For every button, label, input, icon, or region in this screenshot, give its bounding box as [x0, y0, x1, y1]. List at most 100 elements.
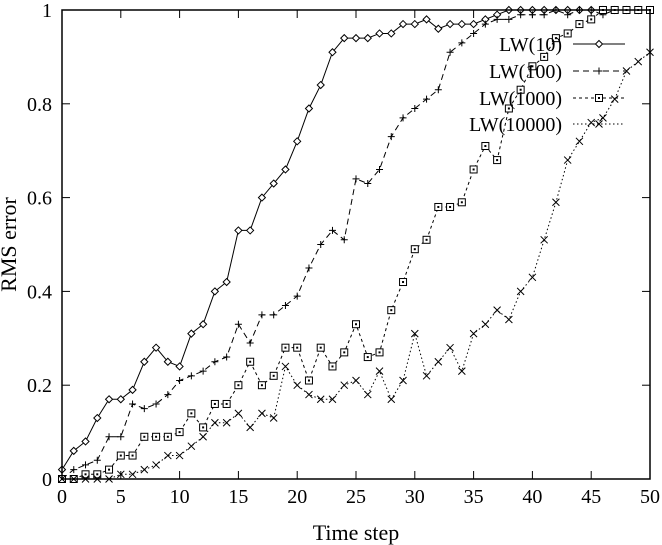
data-point-cross	[222, 418, 231, 427]
data-point-diamond	[222, 277, 231, 287]
data-point-cross	[434, 357, 443, 366]
data-point-cross	[469, 329, 478, 338]
data-point-plus	[199, 367, 207, 375]
data-point-square-dot	[566, 32, 569, 35]
data-point-cross	[340, 381, 349, 390]
data-point-cross	[422, 371, 431, 380]
data-point-square-dot	[213, 402, 216, 405]
data-point-diamond	[140, 357, 149, 366]
legend-label: LW(1000)	[479, 88, 562, 110]
data-point-plus	[470, 29, 478, 37]
data-point-plus	[458, 39, 466, 47]
ticks-layer: 0 5 10 15 20 25 30 35 40 45 50 0 0.2 0.4 0.6 0.8 1	[27, 0, 660, 508]
data-point-cross	[610, 95, 619, 103]
data-point-diamond	[445, 19, 455, 29]
data-point-cross	[516, 287, 525, 296]
data-point-plus	[434, 86, 442, 94]
x-tick-label: 40	[522, 486, 542, 508]
legend-label: LW(10000)	[469, 114, 562, 136]
data-point-square-dot	[155, 435, 158, 438]
data-point-diamond	[375, 29, 384, 38]
data-point-diamond	[93, 413, 102, 423]
series-1	[57, 5, 655, 474]
data-point-diamond	[163, 357, 173, 366]
data-point-diamond	[281, 165, 290, 174]
series-line	[62, 51, 651, 480]
data-point-diamond	[116, 395, 126, 404]
plot-frame	[61, 9, 651, 480]
data-point-plus	[399, 114, 407, 122]
data-point-cross	[128, 470, 137, 479]
data-point-cross	[258, 409, 266, 418]
data-point-plus	[223, 353, 231, 361]
data-point-cross	[622, 67, 631, 75]
data-point-diamond	[351, 33, 361, 43]
data-point-diamond	[340, 33, 349, 43]
data-point-square-dot	[460, 201, 463, 204]
data-point-plus	[352, 175, 360, 183]
data-point-square-dot	[119, 454, 122, 457]
data-point-cross	[505, 315, 513, 324]
data-point-cross	[363, 390, 372, 399]
data-point-diamond	[422, 15, 431, 24]
data-point-plus	[411, 104, 419, 112]
data-point-cross	[175, 451, 184, 460]
x-tick-label: 5	[116, 486, 126, 508]
y-tick-label: 0	[42, 469, 52, 491]
data-point-plus	[270, 311, 278, 319]
data-point-plus	[176, 377, 184, 385]
data-point-diamond	[457, 19, 467, 29]
data-point-diamond	[175, 362, 184, 371]
data-point-cross	[599, 114, 607, 122]
data-point-plus	[70, 466, 78, 474]
data-point-diamond	[81, 437, 90, 446]
data-point-square-dot	[531, 65, 534, 68]
data-point-cross	[305, 390, 313, 399]
data-point-plus	[364, 180, 372, 188]
data-point-square-dot	[237, 384, 240, 387]
data-point-plus	[595, 67, 603, 75]
data-point-plus	[528, 11, 536, 19]
data-point-cross	[634, 57, 643, 66]
data-point-cross	[163, 451, 172, 460]
data-point-cross	[528, 273, 537, 282]
x-tick-label: 35	[464, 486, 484, 508]
y-tick-label: 0.8	[27, 94, 52, 116]
x-axis-label: Time step	[313, 520, 400, 545]
data-point-square-dot	[413, 248, 416, 251]
data-point-plus	[387, 133, 395, 141]
series-layer	[57, 5, 655, 483]
data-point-cross	[481, 320, 490, 329]
data-point-cross	[281, 362, 290, 371]
data-point-diamond	[210, 287, 220, 296]
data-point-diamond	[398, 19, 408, 29]
data-point-cross	[152, 461, 160, 469]
data-point-plus	[317, 241, 325, 248]
data-point-plus	[187, 372, 195, 380]
data-point-plus	[481, 20, 489, 28]
data-point-plus	[423, 95, 431, 103]
data-point-square-dot	[331, 365, 334, 368]
data-point-cross	[269, 414, 278, 422]
x-tick-label: 45	[581, 486, 601, 508]
data-point-square-dot	[131, 454, 134, 457]
data-point-square-dot	[108, 468, 111, 471]
data-point-plus	[517, 11, 525, 19]
data-point-diamond	[187, 329, 196, 338]
data-point-square-dot	[484, 145, 487, 148]
data-point-square-dot	[249, 360, 252, 363]
data-point-square-dot	[437, 205, 440, 208]
x-tick-label: 15	[228, 486, 248, 508]
data-point-cross	[187, 442, 196, 451]
data-point-square-dot	[178, 431, 181, 434]
data-point-plus	[340, 236, 348, 244]
data-point-square-dot	[355, 323, 357, 326]
series-2	[58, 6, 654, 483]
legend-entry: LW(10000)	[469, 114, 625, 136]
y-tick-label: 1	[42, 0, 52, 22]
data-point-plus	[105, 433, 113, 441]
data-point-plus	[234, 320, 242, 328]
data-point-diamond	[304, 104, 314, 113]
series-3	[58, 6, 654, 483]
data-point-diamond	[257, 193, 267, 202]
